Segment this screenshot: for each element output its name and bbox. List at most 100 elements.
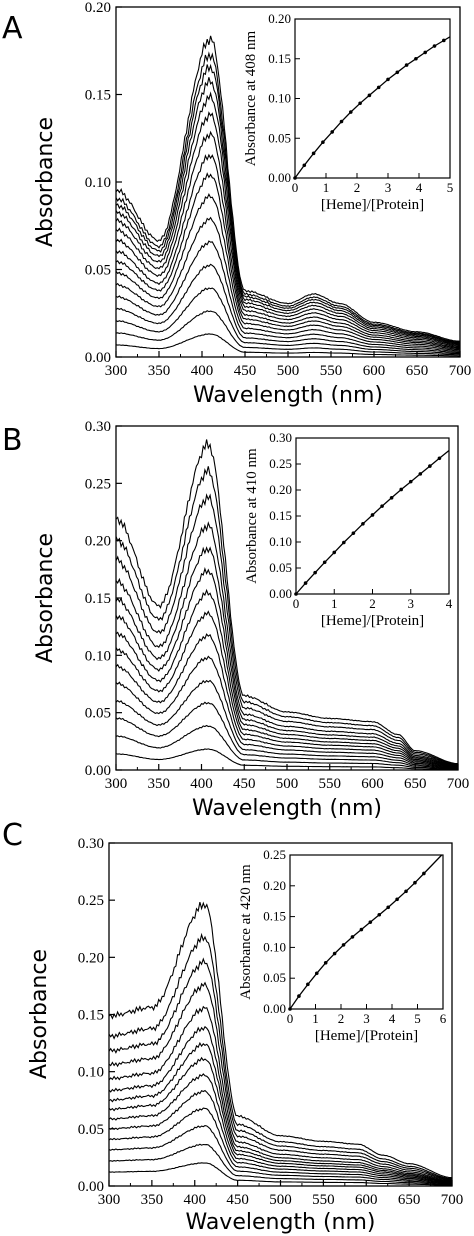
spectrum-line-11 xyxy=(115,111,460,346)
inset-x-tick-label: 0 xyxy=(293,596,300,611)
y-tick-label: 0.05 xyxy=(85,706,111,722)
inset-x-axis-title: [Heme]/[Protein] xyxy=(321,197,424,213)
spectrum-line-9 xyxy=(115,153,460,348)
y-axis-title: Absorbance xyxy=(33,117,58,247)
x-tick-label: 500 xyxy=(277,363,300,379)
inset-x-tick-label: 5 xyxy=(447,180,454,195)
inset-data-point xyxy=(306,982,310,987)
inset-x-tick-label: 1 xyxy=(312,1011,319,1026)
inset-x-axis-title: [Heme]/[Protein] xyxy=(321,613,424,629)
x-tick-label: 550 xyxy=(312,1192,335,1208)
spectrum-line-5 xyxy=(115,240,460,352)
spectrum-line-9 xyxy=(108,1025,452,1182)
x-tick-label: 400 xyxy=(190,776,213,792)
inset-data-point xyxy=(332,550,337,555)
x-tick-label: 300 xyxy=(105,363,128,379)
inset-x-tick-label: 0 xyxy=(287,1011,294,1026)
inset-data-point xyxy=(311,151,316,156)
y-tick-label: 0.20 xyxy=(78,950,104,966)
inset-x-tick-label: 1 xyxy=(331,596,338,611)
y-axis-title: Absorbance xyxy=(27,949,52,1079)
inset-data-point xyxy=(399,487,403,492)
inset-data-point xyxy=(359,927,364,932)
x-tick-label: 350 xyxy=(141,1192,164,1208)
spectrum-line-16 xyxy=(115,35,461,342)
x-tick-label: 450 xyxy=(226,1192,249,1208)
spectrum-line-10 xyxy=(108,1005,453,1182)
x-tick-label: 350 xyxy=(148,776,171,792)
inset-data-point xyxy=(423,50,428,55)
inset-y-axis-title: Absorbance at 408 nm xyxy=(243,30,259,166)
inset-data-point xyxy=(303,581,308,585)
inset-y-tick-label: 0.20 xyxy=(268,11,291,26)
inset-plot: 0 1 2 3 4 0.00 0.05 0.10 0.15 0.20 0.25 0.30 [Heme]/… xyxy=(244,430,453,629)
y-tick-label: 0.05 xyxy=(85,263,111,279)
inset-data-point xyxy=(413,880,417,885)
spectrum-line-8 xyxy=(108,1041,453,1183)
inset-data-point xyxy=(322,560,327,565)
inset-frame xyxy=(294,18,451,179)
x-tick-label: 700 xyxy=(447,776,470,792)
spectrum-line-6 xyxy=(108,1073,452,1184)
y-tick-label: 0.00 xyxy=(78,1179,104,1195)
inset-data-point xyxy=(422,871,426,876)
inset-data-point xyxy=(339,119,344,124)
x-tick-label: 700 xyxy=(449,363,472,379)
inset-data-point xyxy=(386,905,390,910)
inset-y-tick-label: 0.05 xyxy=(263,970,286,985)
panel-letter-a: A xyxy=(2,11,23,46)
inset-data-point xyxy=(370,513,375,517)
inset-data-point xyxy=(414,56,418,61)
inset-x-tick-label: 3 xyxy=(385,180,392,195)
x-tick-label: 400 xyxy=(184,1192,207,1208)
inset-data-point xyxy=(395,70,400,75)
inset-y-tick-label: 0.15 xyxy=(268,51,291,66)
x-tick-label: 350 xyxy=(148,363,171,379)
inset-y-tick-label: 0.25 xyxy=(269,456,292,471)
y-tick-label: 0.00 xyxy=(85,763,111,779)
spectrum-line-10 xyxy=(115,546,458,767)
inset-y-tick-label: 0.15 xyxy=(269,508,292,523)
spectrum-line-2 xyxy=(115,310,460,356)
inset-y-tick-label: 0.10 xyxy=(263,939,286,954)
inset-data-point xyxy=(323,961,328,965)
spectrum-line-9 xyxy=(115,566,458,767)
inset-data-point xyxy=(313,570,317,575)
inset-x-axis-title: [Heme]/[Protein] xyxy=(315,1028,418,1044)
inset-x-tick-label: 2 xyxy=(338,1011,345,1026)
inset-plot: 0 1 2 3 4 5 0.00 0.05 0.10 0.15 0.20 [Heme]/[Protei… xyxy=(243,11,453,213)
inset-y-tick-label: 0.10 xyxy=(268,91,291,106)
inset-data-point xyxy=(367,93,372,98)
spectrum-line-4 xyxy=(115,679,458,769)
y-tick-label: 0.30 xyxy=(85,419,111,435)
inset-data-point xyxy=(349,110,353,114)
inset-x-tick-label: 3 xyxy=(363,1011,370,1026)
spectrum-line-6 xyxy=(115,633,458,768)
inset-y-tick-label: 0.05 xyxy=(269,560,292,575)
inset-data-point xyxy=(351,531,356,535)
inset-x-tick-label: 4 xyxy=(446,596,453,611)
inset-y-tick-label: 0.10 xyxy=(269,534,292,549)
spectrum-line-14 xyxy=(115,63,461,344)
x-tick-label: 700 xyxy=(441,1192,464,1208)
spectrum-line-8 xyxy=(115,172,461,349)
inset-data-point xyxy=(377,912,382,917)
x-tick-label: 550 xyxy=(320,363,343,379)
inset-data-point xyxy=(376,85,381,90)
spectrum-line-13 xyxy=(108,932,452,1180)
spectrum-line-3 xyxy=(115,287,460,355)
inset-data-point xyxy=(408,479,413,484)
spectrum-line-4 xyxy=(115,263,461,354)
x-axis-title: Wavelength (nm) xyxy=(192,796,382,821)
spectrum-line-4 xyxy=(108,1107,452,1185)
inset-y-axis-title: Absorbance at 410 nm xyxy=(244,448,260,584)
inset-data-point xyxy=(389,496,394,500)
panel-a: 300 350 400 450 500 550 600 650 7000.000.050.100… xyxy=(33,0,471,408)
spectrum-line-6 xyxy=(115,216,461,351)
inset-x-tick-label: 3 xyxy=(408,596,415,611)
y-tick-label: 0.30 xyxy=(78,836,104,852)
y-tick-label: 0.15 xyxy=(85,88,111,104)
spectrum-line-3 xyxy=(108,1125,452,1185)
inset-data-point xyxy=(330,130,335,134)
